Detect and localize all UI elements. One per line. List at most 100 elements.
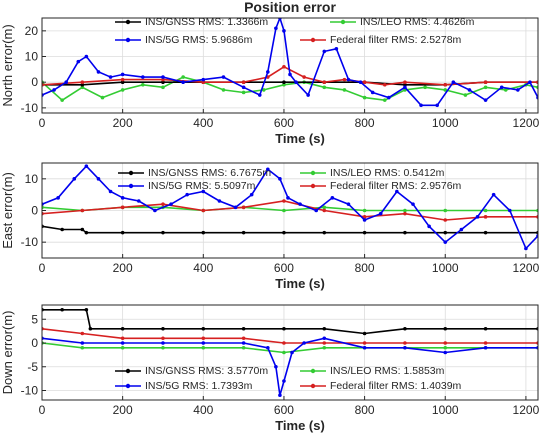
data-point bbox=[362, 341, 367, 345]
series-ins-gnss bbox=[42, 307, 538, 336]
data-point bbox=[483, 85, 488, 90]
legend-marker bbox=[125, 368, 131, 374]
x-tick-label: 0 bbox=[39, 261, 46, 275]
data-point bbox=[100, 95, 105, 100]
data-point bbox=[64, 80, 68, 84]
data-point bbox=[362, 80, 367, 84]
data-point bbox=[322, 345, 327, 350]
figure-title: Position error bbox=[244, 0, 336, 15]
data-point bbox=[80, 85, 85, 90]
data-point bbox=[443, 218, 448, 222]
legend-label: INS/LEO RMS: 0.5412m bbox=[330, 167, 445, 179]
data-point bbox=[80, 341, 85, 345]
series-line bbox=[42, 76, 538, 102]
data-point bbox=[278, 177, 282, 181]
data-point bbox=[443, 341, 448, 345]
x-tick-label: 600 bbox=[274, 261, 294, 275]
series-line bbox=[42, 165, 538, 250]
data-point bbox=[483, 208, 488, 213]
data-point bbox=[322, 49, 327, 54]
data-point bbox=[362, 230, 367, 235]
series-line bbox=[42, 18, 538, 107]
data-point bbox=[161, 230, 165, 235]
data-point bbox=[185, 192, 189, 197]
data-point bbox=[362, 345, 367, 350]
legend-label: INS/GNSS RMS: 1.3366m bbox=[145, 16, 268, 28]
legend-marker bbox=[128, 183, 134, 189]
x-tick-label: 1000 bbox=[432, 116, 459, 130]
y-axis-label: Down error(m) bbox=[0, 311, 15, 395]
legend-label: Federal filter RMS: 2.5278m bbox=[330, 34, 462, 46]
series-federal-filter bbox=[42, 64, 538, 87]
x-tick-label: 800 bbox=[355, 261, 375, 275]
data-point bbox=[322, 326, 327, 331]
y-tick-label: 0 bbox=[31, 75, 38, 89]
y-tick-label: -10 bbox=[21, 384, 39, 398]
data-point bbox=[96, 70, 101, 74]
y-tick-label: 10 bbox=[25, 50, 39, 64]
data-point bbox=[443, 240, 448, 244]
data-point bbox=[395, 189, 399, 194]
data-point bbox=[362, 218, 367, 222]
data-point bbox=[161, 202, 165, 206]
x-axis-label: Time (s) bbox=[275, 276, 325, 291]
data-point bbox=[120, 72, 125, 77]
data-point bbox=[108, 75, 113, 79]
data-point bbox=[169, 202, 173, 206]
legend-marker bbox=[125, 19, 131, 25]
data-point bbox=[161, 336, 165, 341]
data-point bbox=[241, 80, 246, 84]
data-point bbox=[161, 75, 165, 79]
legend-marker bbox=[125, 37, 131, 43]
data-point bbox=[463, 93, 468, 97]
data-point bbox=[201, 326, 206, 331]
series-ins-5g bbox=[42, 336, 538, 398]
x-tick-label: 600 bbox=[274, 403, 294, 417]
data-point bbox=[201, 345, 206, 350]
data-point bbox=[314, 208, 319, 213]
data-point bbox=[201, 336, 206, 341]
legend-marker bbox=[128, 170, 134, 176]
data-point bbox=[274, 364, 278, 369]
data-point bbox=[294, 80, 298, 84]
data-point bbox=[261, 88, 266, 92]
data-point bbox=[282, 82, 286, 87]
data-point bbox=[362, 215, 367, 219]
data-point bbox=[403, 82, 407, 87]
data-point bbox=[88, 326, 93, 331]
data-point bbox=[84, 307, 89, 312]
data-point bbox=[52, 88, 56, 92]
data-point bbox=[403, 230, 407, 235]
data-point bbox=[80, 82, 85, 87]
data-point bbox=[241, 336, 246, 341]
data-point bbox=[443, 88, 448, 92]
y-tick-label: 0 bbox=[31, 336, 38, 350]
data-point bbox=[120, 80, 125, 84]
data-point bbox=[403, 211, 407, 216]
data-point bbox=[435, 103, 439, 108]
data-point bbox=[346, 77, 351, 82]
data-point bbox=[386, 95, 391, 100]
data-point bbox=[120, 230, 125, 235]
legend-label: Federal filter RMS: 1.4039m bbox=[330, 380, 462, 392]
data-point bbox=[120, 196, 125, 200]
data-point bbox=[491, 192, 496, 197]
x-tick-label: 400 bbox=[193, 261, 213, 275]
data-point bbox=[443, 350, 448, 355]
chart-panel-3: 0 200 400 600 800 1000 1200 -10 -5 0 5 Time (s) Down… bbox=[0, 304, 540, 433]
data-point bbox=[302, 75, 306, 79]
data-point bbox=[120, 336, 125, 341]
data-point bbox=[201, 341, 206, 345]
data-point bbox=[322, 341, 327, 345]
data-point bbox=[241, 85, 246, 90]
data-point bbox=[403, 85, 407, 90]
legend-label: INS/5G RMS: 5.5097m bbox=[148, 180, 256, 192]
data-point bbox=[403, 341, 407, 345]
data-point bbox=[136, 199, 141, 203]
y-axis-label: North error(m) bbox=[0, 24, 15, 106]
x-tick-label: 600 bbox=[274, 116, 294, 130]
data-point bbox=[382, 98, 387, 102]
legend: INS/GNSS RMS: 6.7675m INS/LEO RMS: 0.5412… bbox=[118, 167, 462, 192]
y-tick-label: 10 bbox=[25, 172, 39, 186]
